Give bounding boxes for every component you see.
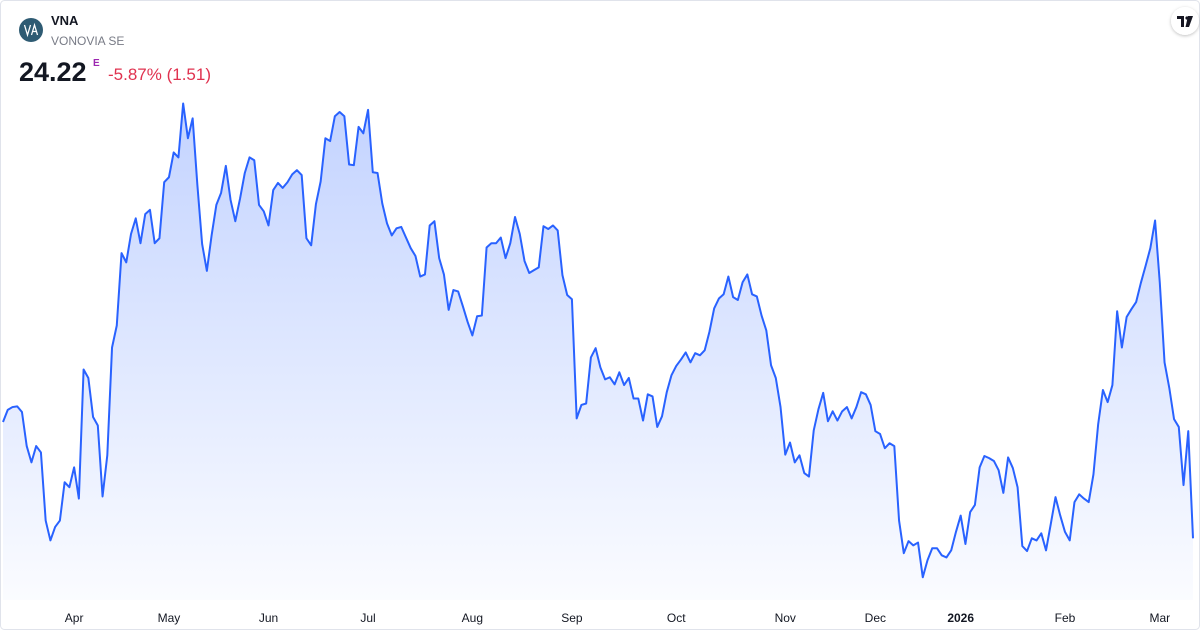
company-name: VONOVIA SE <box>51 34 124 48</box>
plot: Apr May Jun Jul Aug Sep Oct Nov Dec 2026 Feb Mar <box>2 102 1194 625</box>
price: 24.22 <box>19 57 87 87</box>
x-tick-label: Mar <box>1149 611 1170 625</box>
x-tick-label: May <box>158 611 181 625</box>
brand-dot[interactable] <box>1185 16 1189 20</box>
x-tick-label: 2026 <box>947 611 974 625</box>
logo <box>19 18 43 42</box>
price-line <box>2 102 1194 579</box>
x-tick-label: Nov <box>775 611 796 625</box>
x-tick-label: Apr <box>65 611 84 625</box>
x-tick-label: Dec <box>865 611 886 625</box>
logo-mark <box>23 22 39 38</box>
x-tick-label: Sep <box>561 611 583 625</box>
brand-mark[interactable] <box>1177 16 1193 27</box>
x-tick-label: Aug <box>462 611 483 625</box>
x-tick-label: Jun <box>259 611 278 625</box>
symbol: VNA <box>51 13 79 28</box>
brand-button[interactable] <box>1171 7 1199 35</box>
logo-circle <box>19 18 43 42</box>
x-tick-label: Feb <box>1055 611 1076 625</box>
price-flag: E <box>93 58 100 69</box>
x-tick-label: Oct <box>667 611 686 625</box>
brand-circle[interactable] <box>1171 7 1199 35</box>
x-tick-label: Jul <box>360 611 375 625</box>
price-change: -5.87% (1.51) <box>108 65 211 84</box>
